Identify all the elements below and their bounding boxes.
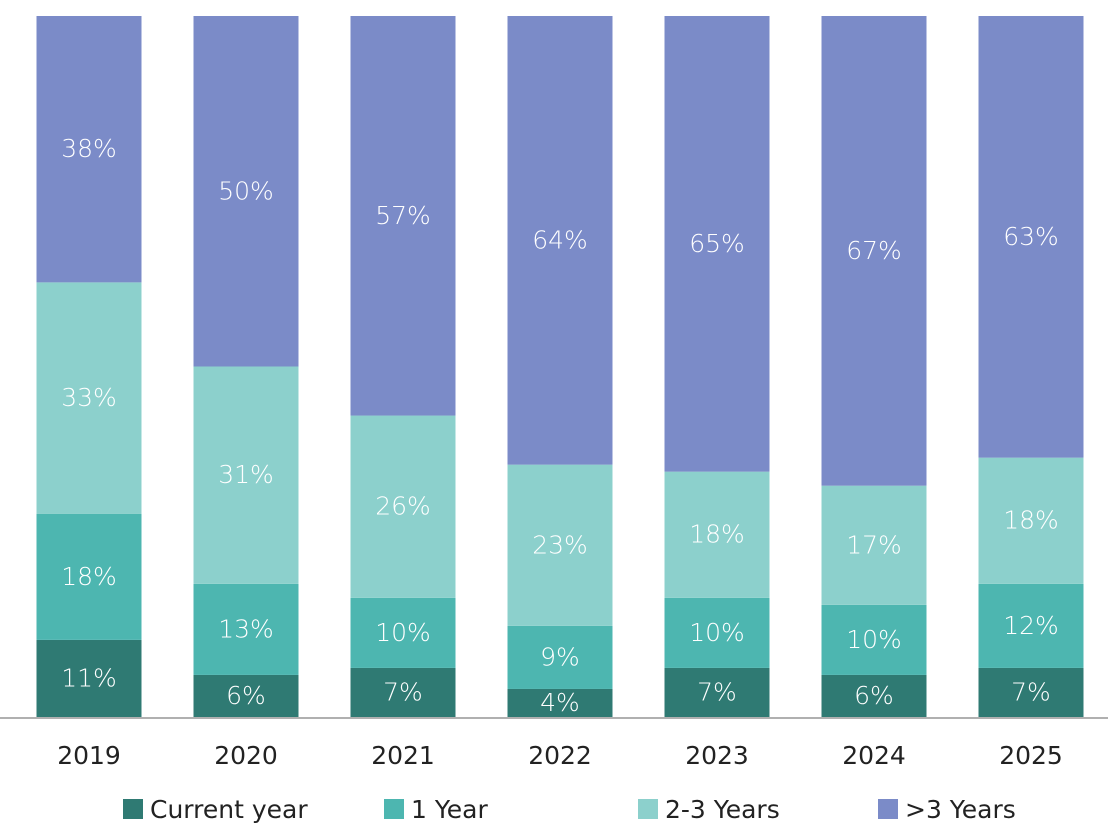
data-label-2020-1: 13% [218,614,274,643]
category-label-2022: 2022 [528,741,592,770]
bar-segment-2019-1 [36,513,142,640]
bar-segment-2023-3 [664,16,770,472]
bar-segment-2023-2 [664,471,770,598]
data-label-2024-0: 6% [854,681,894,710]
data-label-2022-1: 9% [540,642,580,671]
bar-segment-2021-0 [350,667,456,717]
category-label-2024: 2024 [842,741,906,770]
legend-item-2: 2-3 Years [638,795,780,824]
legend-item-3: >3 Years [878,795,1016,824]
data-label-2022-2: 23% [532,530,588,559]
data-label-2025-2: 18% [1003,506,1059,535]
bar-segment-2022-2 [507,464,613,626]
data-label-2021-3: 57% [375,201,431,230]
bar-segment-2021-1 [350,597,456,668]
legend-item-0: Current year [123,795,308,824]
data-label-2023-0: 7% [697,677,737,706]
bar-segment-2019-3 [36,16,142,283]
bar-segment-2023-1 [664,597,770,668]
data-label-2025-1: 12% [1003,611,1059,640]
data-label-2023-1: 10% [689,618,745,647]
bar-segment-2022-1 [507,625,613,689]
legend-label-0: Current year [150,795,308,824]
bar-segment-2019-2 [36,282,142,514]
data-label-2019-1: 18% [61,562,117,591]
data-label-2022-3: 64% [532,225,588,254]
category-label-2019: 2019 [57,741,121,770]
bar-segment-2024-2 [821,485,927,605]
data-label-2024-3: 67% [846,236,902,265]
bar-segment-2022-3 [507,16,613,465]
bar-segment-2024-1 [821,604,927,675]
legend-swatch-0 [123,799,143,819]
category-label-2021: 2021 [371,741,435,770]
bar-segment-2020-3 [193,16,299,367]
legend-label-1: 1 Year [411,795,489,824]
bar-segment-2024-0 [821,674,927,717]
bars-group: 11% 18% 33% 38% 6% 13% 31% 50% 7% 10% 26% 57% 4% 9% 23… [36,16,1084,717]
data-label-2021-1: 10% [375,618,431,647]
data-label-2020-3: 50% [218,176,274,205]
category-label-2025: 2025 [999,741,1063,770]
legend-swatch-2 [638,799,658,819]
bar-segment-2022-0 [507,688,613,717]
bar-segment-2020-2 [193,366,299,584]
data-label-2024-2: 17% [846,530,902,559]
category-labels: 2019 2020 2021 2022 2023 2024 2025 [57,741,1063,770]
data-label-2024-1: 10% [846,625,902,654]
bar-segment-2024-3 [821,16,927,486]
data-label-2020-0: 6% [226,681,266,710]
legend-label-2: 2-3 Years [665,795,780,824]
data-label-2022-0: 4% [540,688,580,717]
legend-swatch-3 [878,799,898,819]
data-label-2019-3: 38% [61,134,117,163]
legend-label-3: >3 Years [905,795,1016,824]
data-label-2023-2: 18% [689,520,745,549]
legend-item-1: 1 Year [384,795,489,824]
data-label-2019-0: 11% [61,663,117,692]
data-label-2020-2: 31% [218,460,274,489]
data-label-2019-2: 33% [61,383,117,412]
bar-segment-2019-0 [36,639,142,717]
bar-segment-2020-0 [193,674,299,717]
bar-segment-2025-0 [978,667,1084,717]
category-label-2020: 2020 [214,741,278,770]
category-label-2023: 2023 [685,741,749,770]
data-label-2025-3: 63% [1003,222,1059,251]
data-label-2021-2: 26% [375,492,431,521]
bar-segment-2021-2 [350,415,456,598]
legend-swatch-1 [384,799,404,819]
legend: Current year 1 Year 2-3 Years >3 Years [123,795,1016,824]
bar-segment-2021-3 [350,16,456,416]
data-label-2025-0: 7% [1011,677,1051,706]
bar-segment-2023-0 [664,667,770,717]
bar-segment-2025-2 [978,457,1084,584]
bar-segment-2025-1 [978,583,1084,668]
data-label-2021-0: 7% [383,677,423,706]
bar-segment-2020-1 [193,583,299,675]
bar-segment-2025-3 [978,16,1084,458]
data-label-2023-3: 65% [689,229,745,258]
